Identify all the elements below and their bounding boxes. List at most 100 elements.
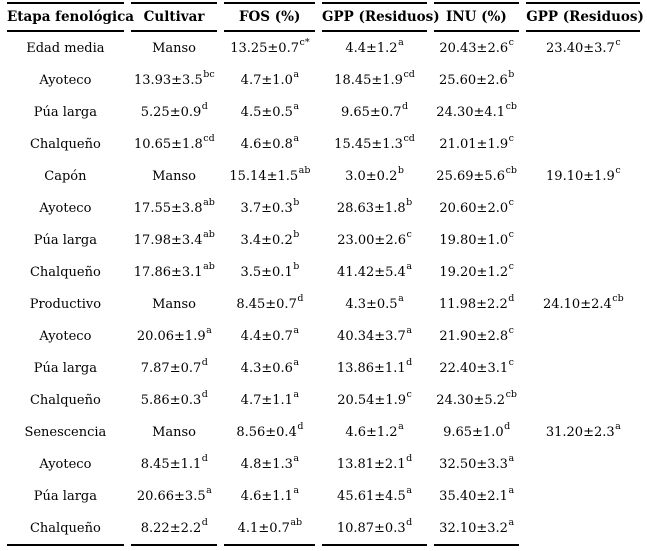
- value-cell: 45.61±4.5a: [322, 480, 427, 512]
- significance-superscript: a: [293, 101, 300, 113]
- table-row: Púa larga 17.98±3.4ab 3.4±0.2b 23.00±2.6c 19…: [7, 224, 640, 256]
- table-row: Ayoteco 17.55±3.8ab 3.7±0.3b 28.63±1.8b 20.6…: [7, 192, 640, 224]
- cell-text: Púa larga: [33, 488, 97, 504]
- cell-text: 13.93±3.5: [133, 72, 203, 88]
- row-label-cell: Púa larga: [7, 224, 124, 256]
- value-cell: 20.43±2.6c: [434, 32, 520, 64]
- value-cell: 15.45±1.3cd: [322, 128, 427, 160]
- value-cell: 25.60±2.6b: [434, 64, 520, 96]
- cell-text: 8.56±0.4: [236, 424, 297, 440]
- significance-superscript: cb: [505, 165, 517, 177]
- significance-superscript: c: [508, 37, 514, 49]
- value-cell: 9.65±0.7d: [322, 96, 427, 128]
- cell-text: 4.1±0.7: [237, 520, 290, 536]
- significance-superscript: d: [201, 453, 208, 465]
- cell-text: 8.45±1.1: [140, 456, 202, 472]
- cell-text: Púa larga: [33, 232, 97, 248]
- significance-superscript: ab: [203, 229, 215, 241]
- cell-text: 24.10±2.4: [542, 296, 612, 312]
- value-cell: 4.6±0.8a: [224, 128, 315, 160]
- value-cell: 24.30±4.1cb: [434, 96, 520, 128]
- cell-text: 3.5±0.1: [240, 264, 293, 280]
- significance-superscript: d: [406, 357, 413, 369]
- table-row: Chalqueño 10.65±1.8cd 4.6±0.8a 15.45±1.3cd 2…: [7, 128, 640, 160]
- cell-text: 4.3±0.6: [240, 360, 293, 376]
- table-row: Chalqueño 8.22±2.2d 4.1±0.7ab 10.87±0.3d 32.…: [7, 512, 640, 546]
- table-row: Púa larga 7.87±0.7d 4.3±0.6a 13.86±1.1d 22.4…: [7, 352, 640, 384]
- significance-superscript: bc: [203, 69, 215, 81]
- table-row: Ayoteco 13.93±3.5bc 4.7±1.0a 18.45±1.9cd 25.…: [7, 64, 640, 96]
- value-cell: 19.80±1.0c: [434, 224, 520, 256]
- significance-superscript: cb: [612, 293, 624, 305]
- significance-superscript: c: [508, 325, 514, 337]
- cell-text: 32.50±3.3: [439, 456, 508, 472]
- value-cell: [526, 128, 640, 160]
- significance-superscript: ab: [203, 197, 215, 209]
- cell-text: 17.86±3.1: [133, 264, 203, 280]
- cell-text: 31.20±2.3: [545, 424, 615, 440]
- significance-superscript: a: [406, 485, 413, 497]
- value-cell: 8.22±2.2d: [130, 512, 218, 546]
- significance-superscript: a: [508, 453, 515, 465]
- cell-text: 21.90±2.8: [439, 328, 509, 344]
- value-cell: 32.50±3.3a: [434, 448, 520, 480]
- cell-text: 3.4±0.2: [240, 232, 293, 248]
- cell-text: 5.86±0.3: [140, 392, 202, 408]
- value-cell: 25.69±5.6cb: [434, 160, 520, 192]
- cell-text: Púa larga: [33, 360, 97, 376]
- cell-text: 9.65±1.0: [443, 424, 504, 440]
- row-label-cell: Púa larga: [7, 480, 124, 512]
- cell-text: 4.7±1.0: [240, 72, 293, 88]
- table-row: Chalqueño 17.86±3.1ab 3.5±0.1b 41.42±5.4a 19…: [7, 256, 640, 288]
- significance-superscript: d: [406, 453, 413, 465]
- cell-text: 40.34±3.7: [337, 328, 406, 344]
- cell-text: 18.45±1.9: [334, 72, 403, 88]
- significance-superscript: c: [406, 229, 412, 241]
- significance-superscript: ab: [203, 261, 215, 273]
- cell-text: 7.87±0.7: [140, 360, 202, 376]
- value-cell: 3.5±0.1b: [224, 256, 315, 288]
- significance-superscript: b: [397, 165, 404, 177]
- value-cell: 4.8±1.3a: [224, 448, 315, 480]
- cell-text: Ayoteco: [39, 328, 92, 344]
- value-cell: [526, 352, 640, 384]
- cell-text: 15.45±1.3: [334, 136, 403, 152]
- value-cell: 10.87±0.3d: [321, 512, 427, 546]
- cell-text: 8.45±0.7: [236, 296, 297, 312]
- cell-text: 19.10±1.9: [546, 168, 615, 184]
- cell-text: 35.40±2.1: [439, 488, 508, 504]
- significance-superscript: a: [398, 421, 404, 433]
- cell-text: 20.54±1.9: [337, 392, 407, 408]
- significance-superscript: a: [293, 133, 300, 145]
- value-cell: [526, 512, 640, 546]
- cell-text: Edad media: [26, 40, 105, 56]
- cell-text: 4.3±0.5: [345, 296, 398, 312]
- value-cell: 17.86±3.1ab: [131, 256, 218, 288]
- significance-superscript: d: [508, 293, 515, 305]
- value-cell: 20.60±2.0c: [434, 192, 520, 224]
- cell-text: 20.43±2.6: [439, 40, 509, 56]
- cell-text: 23.40±3.7: [546, 40, 615, 56]
- cell-text: 4.6±1.1: [240, 488, 293, 504]
- table-row: Ayoteco 8.45±1.1d 4.8±1.3a 13.81±2.1d 32.50±…: [7, 448, 640, 480]
- significance-superscript: b: [406, 197, 413, 209]
- significance-superscript: ab: [298, 165, 311, 177]
- cell-text: 3.0±0.2: [345, 168, 398, 184]
- cell-text: 25.69±5.6: [436, 168, 506, 184]
- row-label-cell: Productivo: [7, 288, 124, 320]
- significance-superscript: a: [206, 485, 212, 497]
- cell-text: 13.86±1.1: [336, 360, 406, 376]
- value-cell: [526, 64, 640, 96]
- value-cell: [526, 96, 640, 128]
- value-cell: [526, 448, 640, 480]
- significance-superscript: a: [398, 37, 404, 49]
- value-cell: 20.54±1.9c: [322, 384, 427, 416]
- row-label-cell: Capón: [7, 160, 124, 192]
- header-gpp-residuos-1: GPP (Residuos): [321, 2, 440, 32]
- significance-superscript: cd: [403, 133, 415, 145]
- row-label-cell: Ayoteco: [7, 192, 124, 224]
- significance-superscript: c: [615, 165, 621, 177]
- cell-text: 20.66±3.5: [136, 488, 206, 504]
- significance-superscript: a: [293, 485, 300, 497]
